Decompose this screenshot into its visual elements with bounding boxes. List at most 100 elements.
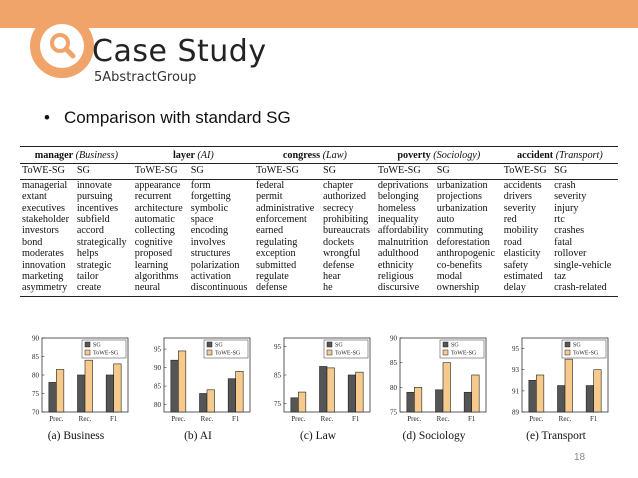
bar-towe-sg (56, 369, 65, 413)
table-cell: commuting (436, 225, 484, 237)
table-cell: collecting (134, 225, 175, 237)
bar-sg (105, 374, 114, 413)
table-cell: neural (132, 282, 189, 297)
table-cell: dockets (323, 236, 355, 248)
bar-sg (585, 385, 594, 413)
table-cell: estimated (503, 271, 543, 283)
bar-towe-sg (414, 387, 423, 413)
table-cell: secrecy (323, 202, 354, 214)
table-cell: safety (503, 259, 529, 271)
legend-swatch (326, 349, 333, 356)
x-tick-label: F1 (590, 415, 598, 423)
table-cell: automatic (134, 214, 175, 226)
bar-towe-sg (84, 359, 93, 413)
table-cell: recurrent (134, 191, 172, 203)
table-cell: modal (436, 271, 463, 283)
table-cell: symbolic (190, 202, 229, 214)
x-tick-label: Prec. (407, 415, 421, 423)
table-cell: injury (554, 202, 579, 214)
y-tick-label: 91 (512, 387, 520, 395)
bar-sg (227, 378, 236, 413)
y-tick-label: 90 (390, 335, 398, 343)
table-cell: federal (255, 179, 285, 191)
magnifier-icon (50, 33, 76, 59)
table-cell: belonging (377, 191, 419, 203)
x-tick-label: F1 (110, 415, 118, 423)
table-cell: crashes (554, 225, 585, 237)
slide-title: Case Study (92, 34, 267, 69)
column-header: SG (74, 163, 133, 180)
table-cell: discontinuous (188, 282, 254, 297)
bar-towe-sg (536, 374, 545, 413)
table-cell: activation (190, 271, 231, 283)
table-cell: urbanization (436, 202, 488, 214)
y-tick-label: 89 (512, 409, 520, 417)
table-cell: affordability (377, 225, 429, 237)
table-cell: form (190, 179, 211, 191)
bar-sg (170, 359, 179, 413)
table-cell: innovation (22, 259, 66, 271)
table-row: marketing tailor algorithms activation regul… (20, 271, 618, 282)
y-tick-label: 95 (512, 345, 520, 353)
table-cell: tailor (76, 271, 99, 283)
bar-chart: 75 80 85 90 Prec. Rec. F1 SG ToWE-SG (d) Sociolog… (378, 330, 490, 442)
bar-towe-sg (206, 389, 215, 413)
column-header: SG (188, 163, 254, 180)
table-cell: taz (554, 271, 567, 283)
legend-swatch (206, 341, 213, 348)
legend-label: ToWE-SG (215, 351, 241, 357)
bar-sg (435, 389, 444, 413)
column-header: ToWE-SG (132, 163, 189, 180)
chart-caption: (a) Business (47, 430, 105, 442)
legend-swatch (326, 341, 333, 348)
column-header: SG (321, 163, 376, 180)
table-cell: delay (501, 282, 553, 297)
chart-svg: 70 75 80 85 90 Prec. Rec. F1 SG ToWE-SG (32, 335, 129, 423)
table-cell: submitted (255, 259, 297, 271)
y-tick-label: 70 (32, 409, 40, 417)
table-cell: algorithms (134, 271, 179, 283)
x-tick-label: Prec. (291, 415, 305, 423)
table-cell: permit (255, 191, 283, 203)
bar-chart: 75 85 95 Prec. Rec. F1 SG ToWE-SG (c) Law (262, 330, 374, 442)
table-cell: ethnicity (377, 259, 414, 271)
bar-sg (319, 366, 328, 413)
legend-swatch (442, 349, 449, 356)
table-row: extant pursuing recurrent forgetting permit a… (20, 191, 618, 202)
table-cell: deforestation (436, 236, 490, 248)
group-header: layer (AI) (132, 145, 254, 165)
table-cell: defense (323, 259, 355, 271)
bar-towe-sg (593, 369, 602, 413)
table-cell: defense (253, 282, 321, 297)
table-cell: administrative (255, 202, 315, 214)
table-cell: investors (22, 225, 59, 237)
table-cell: mobility (503, 225, 539, 237)
table-cell: subfield (76, 214, 110, 226)
y-tick-label: 75 (390, 409, 398, 417)
x-tick-label: Rec. (559, 415, 572, 423)
table-cell: rtc (554, 214, 565, 226)
legend-box (203, 339, 249, 359)
table-row: stakeholder subfield automatic space enforce… (20, 214, 618, 225)
table-cell: deprivations (377, 179, 429, 191)
bar-towe-sg (178, 350, 187, 413)
table-cell: anthropogenic (436, 248, 495, 260)
legend-label: SG (93, 343, 101, 349)
table-cell: co-benefits (436, 259, 482, 271)
table-cell: regulating (255, 236, 298, 248)
y-tick-label: 80 (32, 372, 40, 380)
table-cell: polarization (190, 259, 240, 271)
table-cell: marketing (22, 271, 64, 283)
chart-svg: 75 80 85 90 Prec. Rec. F1 SG ToWE-SG (390, 335, 487, 423)
table-cell: forgetting (190, 191, 231, 203)
y-tick-label: 93 (512, 366, 520, 374)
table-cell: strategically (76, 236, 127, 248)
x-tick-label: Prec. (171, 415, 185, 423)
table-cell: hear (323, 271, 341, 283)
table-row: innovation strategic learning polarization s… (20, 260, 618, 271)
legend-label: SG (215, 343, 223, 349)
legend-label: SG (573, 343, 581, 349)
bar-sg (463, 391, 472, 413)
chart-caption: (c) Law (299, 430, 337, 442)
bar-sg (199, 393, 208, 413)
